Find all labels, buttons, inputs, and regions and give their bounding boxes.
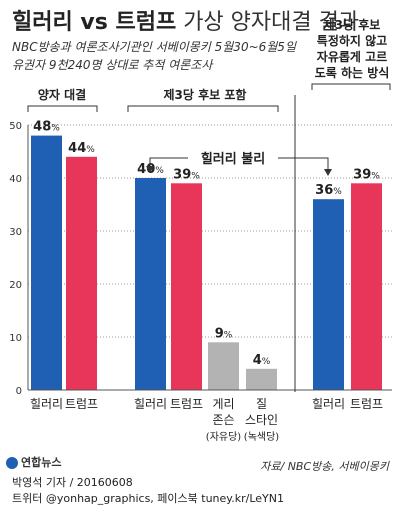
x-category-label: 질 (256, 397, 267, 411)
bar-chart: 0 10 20 30 40 50 양자 대결 48% 힐러리 44% 트럼프 제3당 후보 포함 40%… (9, 17, 392, 443)
y-tick-label: 40 (9, 174, 22, 185)
y-tick-label: 20 (9, 280, 22, 291)
group-label: 특정하지 않고 (317, 33, 387, 48)
logo-text: 연합뉴스 (21, 456, 62, 469)
chart-title: 힐러리 vs 트럼프 가상 양자대결 결과 (12, 4, 359, 36)
social-line: 트위터 @yonhap_graphics, 페이스북 tuney.kr/LeYN… (12, 492, 284, 505)
bar (246, 368, 277, 390)
chart-title-rest: 가상 양자대결 결과 (176, 10, 360, 35)
bar-value-label: 36% (315, 183, 342, 198)
group-label: 제3당 후보 포함 (164, 87, 247, 102)
y-tick-label: 0 (16, 386, 22, 397)
bar-value-label: 44% (68, 141, 95, 156)
x-category-label: 존슨 (212, 413, 234, 427)
x-category-label: 힐러리 (30, 397, 63, 411)
bar-value-label: 40% (137, 162, 164, 177)
bar-value-label: 48% (33, 120, 60, 135)
subtitle-line-2: 유권자 9천240명 상대로 추적 여론조사 (12, 58, 213, 72)
bar-value-label: 9% (215, 326, 233, 341)
x-category-label: 트럼프 (65, 397, 98, 411)
bar (135, 178, 166, 390)
x-category-label: 스타인 (245, 413, 278, 427)
x-category-label: 힐러리 (134, 397, 167, 411)
bar-value-label: 39% (173, 167, 200, 182)
yonhap-logo: 연합뉴스 (6, 454, 61, 470)
bar (313, 199, 344, 390)
group-bracket (311, 83, 391, 90)
group-label: 제3당 후보 (324, 17, 381, 32)
group-label: 도록 하는 방식 (315, 65, 390, 80)
annotation-label: 힐러리 불리 (201, 151, 265, 167)
bar (351, 183, 382, 390)
bar-value-label: 39% (353, 167, 380, 182)
bar (66, 156, 97, 390)
logo-mark-icon (6, 457, 18, 469)
bar-value-label: 4% (253, 353, 271, 368)
x-category-label: 힐러리 (312, 397, 345, 411)
group-label: 자유롭게 고르 (317, 49, 387, 64)
x-category-label: 트럼프 (350, 397, 383, 411)
y-tick-label: 30 (9, 227, 22, 238)
group-bracket (127, 105, 279, 112)
chart-title-main: 힐러리 vs 트럼프 (12, 10, 177, 35)
annotation-arrowhead-right (324, 169, 332, 176)
x-category-label: (녹색당) (244, 431, 280, 443)
bar (31, 135, 62, 390)
x-category-label: 게리 (212, 397, 234, 411)
annotation-arrow-right (278, 157, 329, 174)
x-category-label: (자유당) (206, 431, 242, 443)
group-label: 양자 대결 (38, 87, 86, 102)
y-tick-label: 50 (9, 121, 22, 132)
subtitle-line-1: NBC방송과 여론조사기관인 서베이몽키 5월30~6월5일 (12, 40, 296, 54)
group-bracket (27, 105, 98, 112)
bar (171, 183, 202, 390)
bar (208, 342, 239, 390)
annotation-arrowhead-left (146, 166, 154, 173)
credit-line: 박영석 기자 / 20160608 (12, 476, 133, 489)
source-note: 자료/ NBC방송, 서베이몽키 (260, 460, 389, 473)
y-tick-label: 10 (9, 333, 22, 344)
x-category-label: 트럼프 (170, 397, 203, 411)
